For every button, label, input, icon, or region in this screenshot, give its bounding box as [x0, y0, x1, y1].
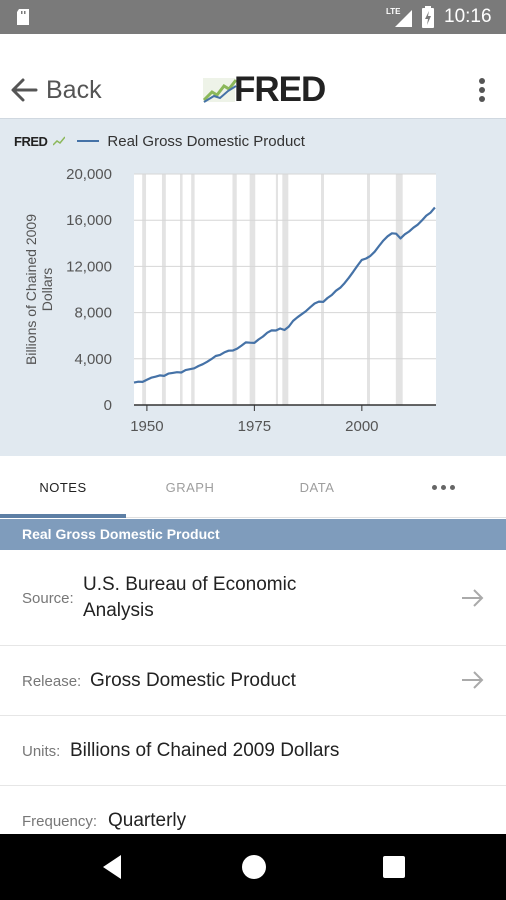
fred-logo-icon: [202, 78, 238, 103]
legend-swatch: [77, 140, 100, 142]
tab-notes[interactable]: NOTES: [39, 479, 87, 495]
note-label-units: Units:: [22, 743, 61, 760]
note-value-source-line1: U.S. Bureau of Economic: [83, 574, 297, 595]
recession-band: [395, 174, 403, 405]
arrow-forward-icon: [462, 671, 484, 689]
sd-card-icon: [17, 9, 29, 25]
note-row-release[interactable]: Release: Gross Domestic Product: [0, 646, 506, 716]
app-bar: Back FRED: [0, 34, 506, 118]
tab-data[interactable]: DATA: [299, 479, 335, 495]
recession-band: [232, 174, 237, 405]
tab-more-button[interactable]: [380, 456, 506, 518]
more-vert-icon: [479, 96, 485, 102]
y-axis-label: Billions of Chained 2009: [23, 214, 39, 365]
legend-label: Real Gross Domestic Product: [107, 132, 305, 150]
note-value-frequency: Quarterly: [108, 810, 187, 831]
series-line: [133, 206, 436, 384]
note-label-release: Release:: [22, 673, 82, 690]
recession-band: [179, 174, 183, 405]
back-button[interactable]: Back: [8, 72, 102, 108]
tab-bar: NOTES GRAPH DATA: [0, 456, 506, 518]
gdp-line-chart[interactable]: 0 4,000 8,000 12,000 16,000 20,000 1950 1975 200…: [0, 159, 506, 455]
status-bar: LTE 10:16: [0, 0, 506, 34]
notes-header: Real Gross Domestic Product: [0, 519, 506, 550]
logo-text: FRED: [234, 70, 326, 109]
overflow-menu-button[interactable]: [466, 72, 498, 108]
more-horiz-icon: [431, 484, 437, 490]
note-value-units: Billions of Chained 2009 Dollars: [70, 740, 340, 761]
y-tick-label: 12,000: [66, 258, 112, 275]
recession-band: [249, 174, 256, 405]
chart-fred-logo: FRED: [14, 133, 48, 149]
y-tick-label: 4,000: [74, 351, 112, 368]
x-tick-label: 2000: [345, 418, 378, 435]
x-tick-label: 1975: [238, 418, 271, 435]
back-triangle-icon[interactable]: [99, 852, 129, 882]
navigation-bar: [0, 834, 506, 900]
home-circle-icon[interactable]: [239, 852, 269, 882]
y-tick-label: 0: [104, 397, 112, 414]
tab-graph[interactable]: GRAPH: [165, 479, 215, 495]
recents-square-icon[interactable]: [379, 852, 409, 882]
chart-header: FRED Real Gross Domestic Product: [14, 131, 305, 151]
fred-logo: FRED: [200, 70, 346, 110]
more-horiz-icon: [440, 484, 446, 490]
recession-band: [321, 174, 325, 405]
more-horiz-icon: [449, 484, 455, 490]
arrow-back-icon: [11, 78, 38, 102]
more-vert-icon: [479, 87, 485, 93]
chart-panel: FRED Real Gross Domestic Product 0 4,000 8…: [0, 118, 506, 456]
more-vert-icon: [479, 78, 485, 84]
note-value-source-line2: Analysis: [83, 600, 154, 621]
recession-band: [367, 174, 371, 405]
note-value-release: Gross Domestic Product: [90, 670, 296, 691]
recession-band: [161, 174, 166, 405]
tab-indicator: [0, 514, 126, 518]
battery-icon: [422, 6, 434, 28]
arrow-forward-icon: [462, 589, 484, 607]
y-axis-label: Dollars: [39, 268, 55, 312]
recession-band: [282, 174, 289, 405]
y-tick-label: 20,000: [66, 166, 112, 183]
note-row-units: Units: Billions of Chained 2009 Dollars: [0, 716, 506, 786]
clock: 10:16: [444, 6, 492, 27]
back-label: Back: [46, 75, 102, 104]
recession-band: [275, 174, 279, 405]
y-tick-label: 16,000: [66, 212, 112, 229]
note-row-source[interactable]: Source: U.S. Bureau of Economic Analysis: [0, 550, 506, 646]
network-type: LTE: [386, 7, 401, 16]
signal-icon: [395, 10, 412, 27]
recession-band: [191, 174, 195, 405]
recession-band: [142, 174, 147, 405]
note-label-source: Source:: [22, 590, 74, 607]
y-tick-label: 8,000: [74, 305, 112, 322]
fred-mini-logo-icon: [53, 136, 66, 146]
x-tick-label: 1950: [130, 418, 163, 435]
note-label-frequency: Frequency:: [22, 813, 98, 830]
